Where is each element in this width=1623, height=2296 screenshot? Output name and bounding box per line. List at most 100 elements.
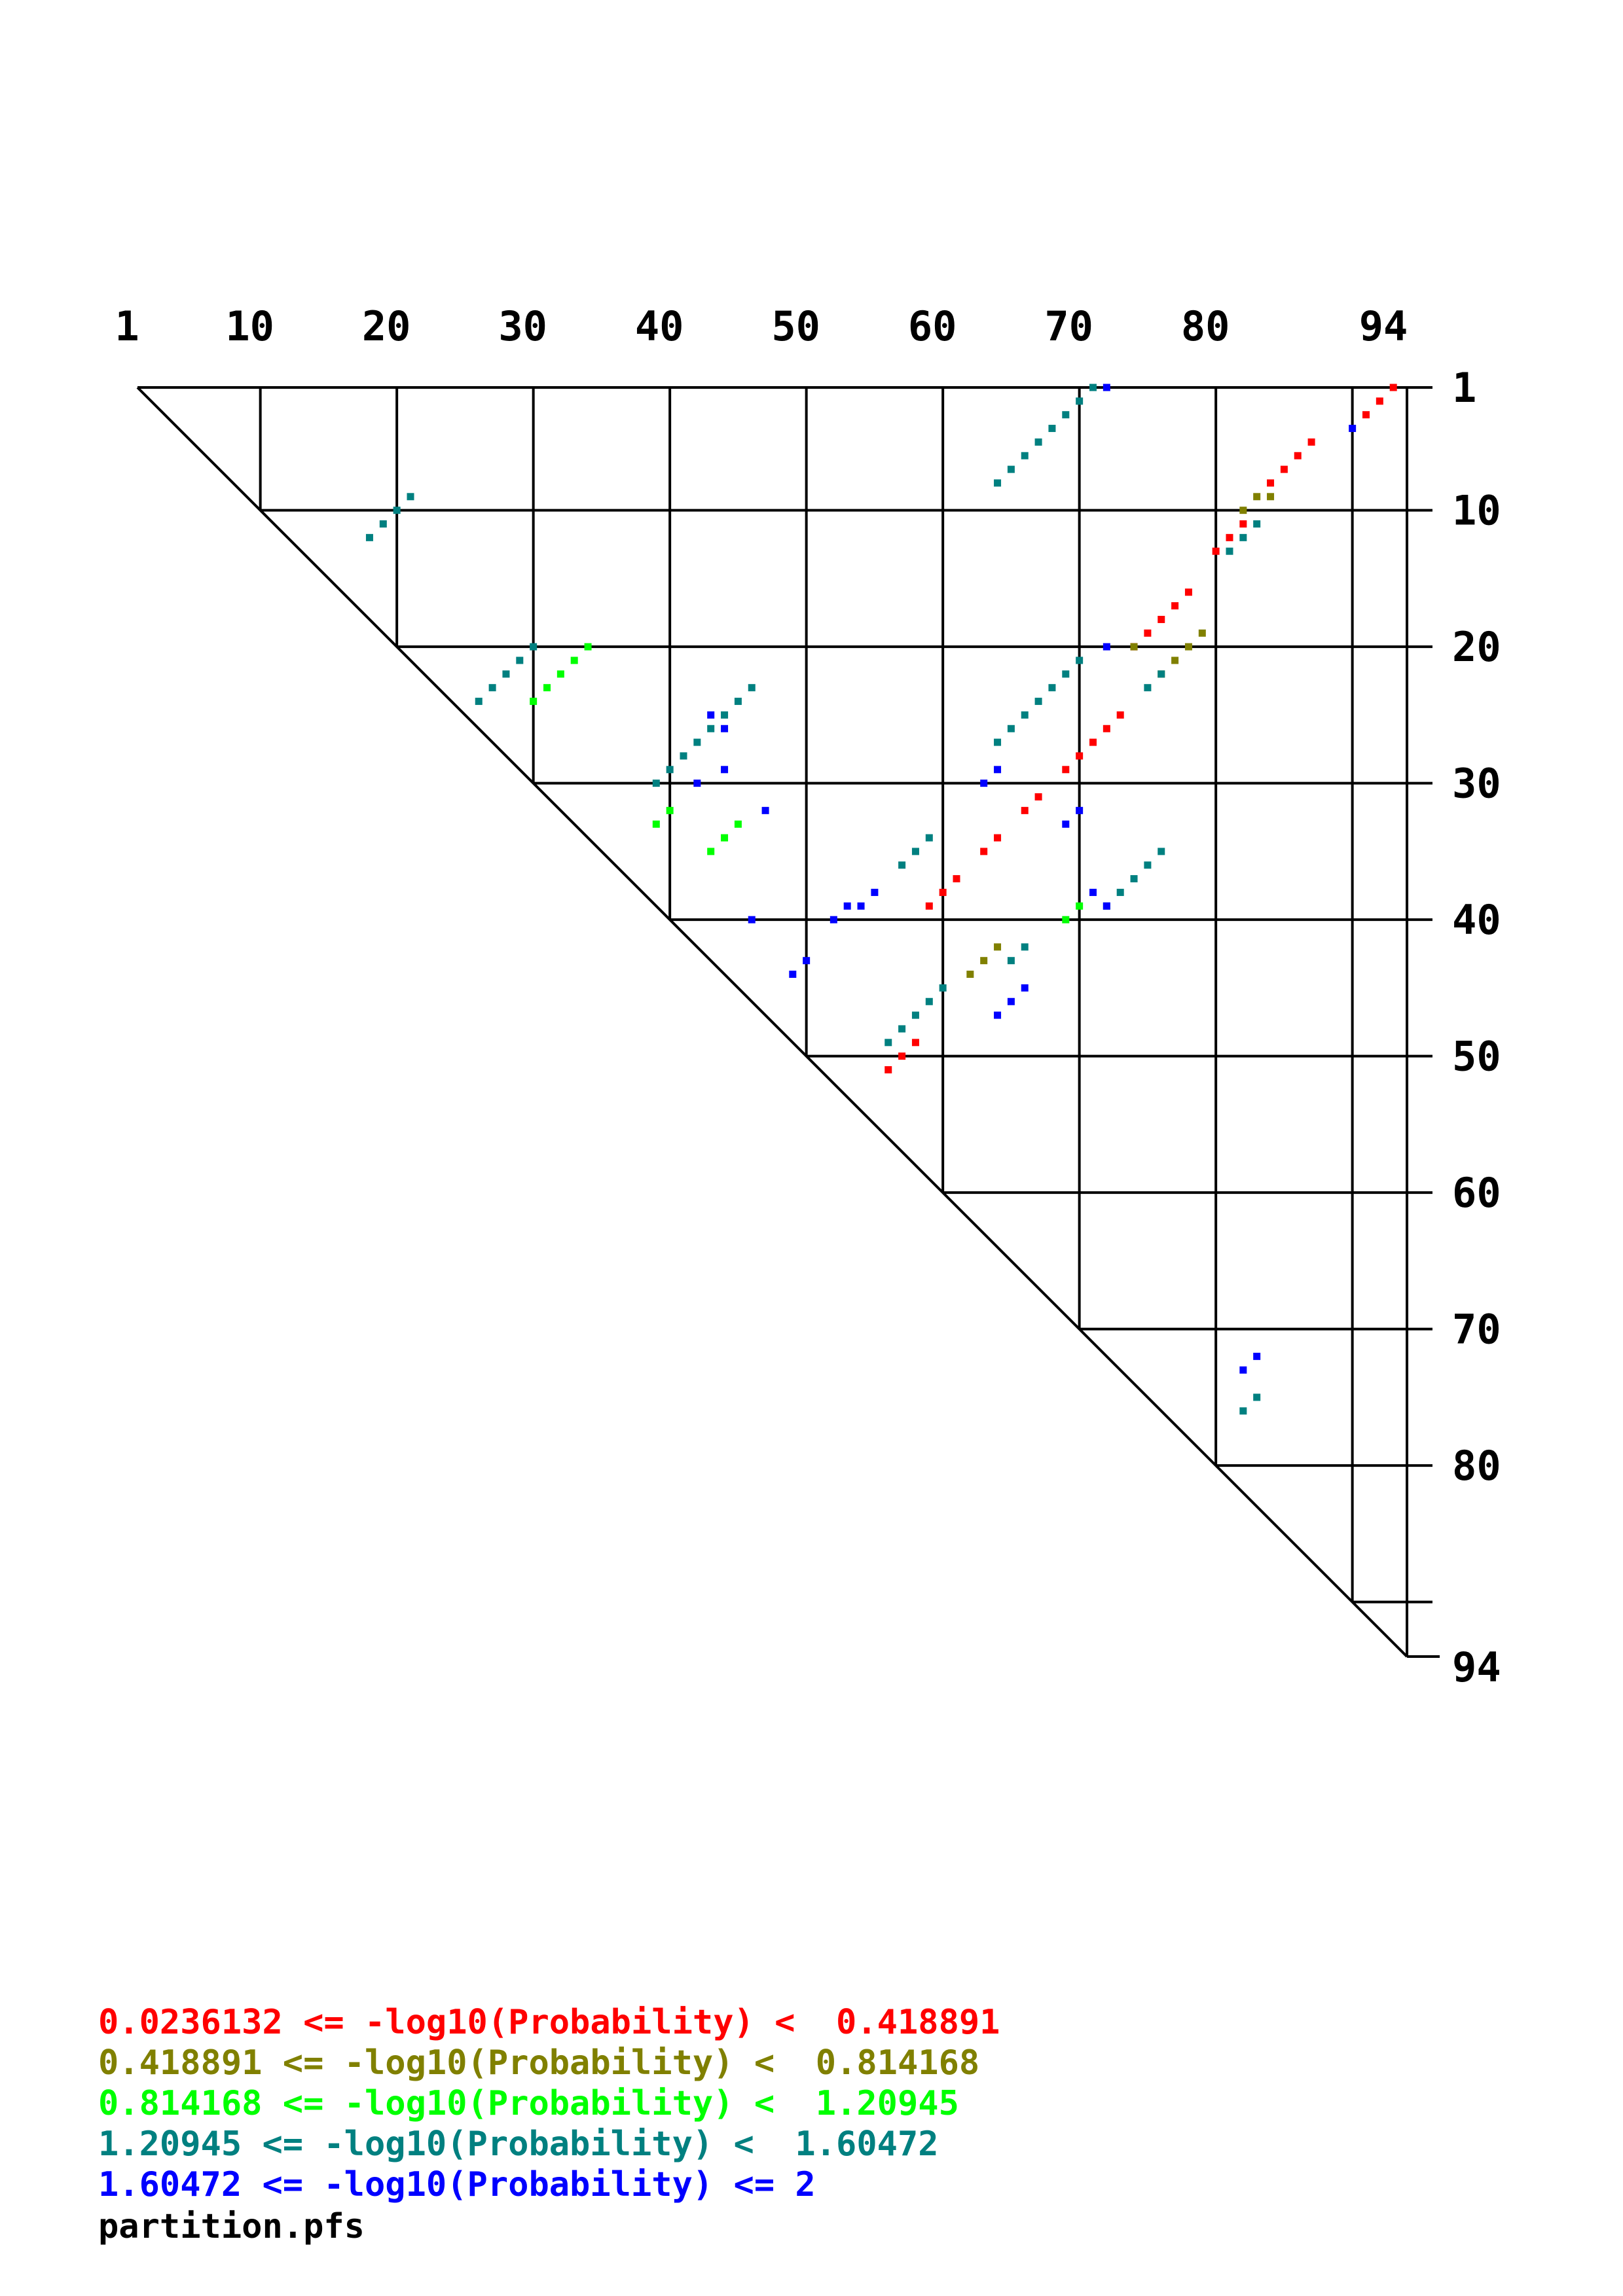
dot-12-82 <box>1239 533 1247 541</box>
filename-label: partition.pfs <box>98 2207 365 2246</box>
dot-27-71 <box>1089 738 1097 746</box>
dot-17-77 <box>1171 602 1179 610</box>
dot-22-32 <box>556 670 564 678</box>
dot-24-30 <box>530 698 538 706</box>
dot-5-87 <box>1307 438 1315 446</box>
dot-9-84 <box>1267 493 1275 501</box>
dot-32-40 <box>666 806 674 814</box>
dot-29-69 <box>1062 766 1070 774</box>
dot-24-45 <box>734 698 742 706</box>
dot-39-54 <box>857 902 865 910</box>
dot-5-67 <box>1034 438 1042 446</box>
dot-12-81 <box>1226 533 1233 541</box>
dot-35-43 <box>707 848 715 855</box>
dot-39-72 <box>1103 902 1110 910</box>
dot-27-64 <box>994 738 1002 746</box>
dot-34-64 <box>994 834 1002 842</box>
dot-40-52 <box>830 916 837 924</box>
right-tick-80: 80 <box>1452 1442 1501 1490</box>
top-tick-labels: 1 10 20 30 40 50 60 70 80 94 <box>115 302 1408 350</box>
dot-44-49 <box>789 971 797 978</box>
dot-47-58 <box>911 1011 919 1019</box>
right-tick-70: 70 <box>1452 1306 1501 1354</box>
dot-35-58 <box>911 848 919 855</box>
dot-24-26 <box>475 698 483 706</box>
dot-25-73 <box>1116 711 1124 719</box>
dot-48-57 <box>898 1025 906 1033</box>
dot-46-65 <box>1007 997 1015 1005</box>
dot-20-72 <box>1103 643 1110 651</box>
dot-45-66 <box>1021 984 1029 992</box>
dot-22-28 <box>502 670 510 678</box>
dot-24-67 <box>1034 698 1042 706</box>
top-tick-70: 70 <box>1044 302 1093 350</box>
dot-38-71 <box>1089 888 1097 896</box>
dot-42-66 <box>1021 943 1029 951</box>
dot-1-72 <box>1103 384 1110 391</box>
dot-30-63 <box>980 780 988 787</box>
dot-21-77 <box>1171 656 1179 664</box>
dot-32-66 <box>1021 806 1029 814</box>
right-tick-40: 40 <box>1452 896 1501 944</box>
dot-25-44 <box>721 711 729 719</box>
dot-38-55 <box>871 888 879 896</box>
top-tick-1: 1 <box>115 302 139 350</box>
dot-19-79 <box>1198 629 1206 637</box>
dot-39-59 <box>925 902 933 910</box>
dot-30-39 <box>652 780 660 787</box>
dot-36-75 <box>1144 861 1152 869</box>
dot-27-42 <box>693 738 701 746</box>
dot-7-85 <box>1280 465 1288 473</box>
top-tick-60: 60 <box>908 302 957 350</box>
top-tick-50: 50 <box>771 302 820 350</box>
dot-18-76 <box>1158 615 1165 623</box>
dot-20-30 <box>530 643 538 651</box>
dot-13-81 <box>1226 547 1233 555</box>
dot-11-82 <box>1239 520 1247 528</box>
dot-46-59 <box>925 997 933 1005</box>
legend-entry-2: 0.418891 <= -log10(Probability) < 0.8141… <box>98 2043 980 2083</box>
top-tick-40: 40 <box>635 302 684 350</box>
dot-8-64 <box>994 479 1002 487</box>
dot-22-76 <box>1158 670 1165 678</box>
dot-23-68 <box>1048 684 1056 692</box>
dot-11-83 <box>1253 520 1261 528</box>
right-tick-60: 60 <box>1452 1169 1501 1217</box>
diagonal-line <box>136 386 1408 1658</box>
top-tick-30: 30 <box>498 302 547 350</box>
dot-26-65 <box>1007 725 1015 732</box>
dot-43-50 <box>803 957 811 965</box>
dot-38-73 <box>1116 888 1124 896</box>
legend: 0.0236132 <= -log10(Probability) < 0.418… <box>98 2003 1539 2278</box>
dot-40-46 <box>748 916 756 924</box>
dot-28-70 <box>1076 752 1084 760</box>
dot-39-70 <box>1076 902 1084 910</box>
dot-47-64 <box>994 1011 1002 1019</box>
dot-23-31 <box>543 684 551 692</box>
dot-2-92 <box>1376 397 1383 405</box>
dot-21-33 <box>570 656 578 664</box>
right-tick-30: 30 <box>1452 760 1501 808</box>
dot-43-63 <box>980 957 988 965</box>
dot-76-82 <box>1239 1407 1247 1415</box>
dot-13-80 <box>1212 547 1220 555</box>
dot-31-67 <box>1034 793 1042 800</box>
dot-72-83 <box>1253 1352 1261 1360</box>
dot-4-90 <box>1349 425 1357 433</box>
top-tick-20: 20 <box>362 302 411 350</box>
dot-49-58 <box>911 1039 919 1047</box>
dot-23-46 <box>748 684 756 692</box>
dot-20-78 <box>1184 643 1192 651</box>
dot-75-83 <box>1253 1393 1261 1401</box>
dot-29-40 <box>666 766 674 774</box>
dot-73-82 <box>1239 1366 1247 1374</box>
dot-12-18 <box>365 533 373 541</box>
dot-4-68 <box>1048 425 1056 433</box>
dot-30-42 <box>693 780 701 787</box>
dot-23-27 <box>488 684 496 692</box>
legend-entry-5: 1.60472 <= -log10(Probability) <= 2 <box>98 2165 816 2204</box>
dot-39-53 <box>843 902 851 910</box>
dot-32-47 <box>761 806 769 814</box>
dot-11-19 <box>379 520 387 528</box>
